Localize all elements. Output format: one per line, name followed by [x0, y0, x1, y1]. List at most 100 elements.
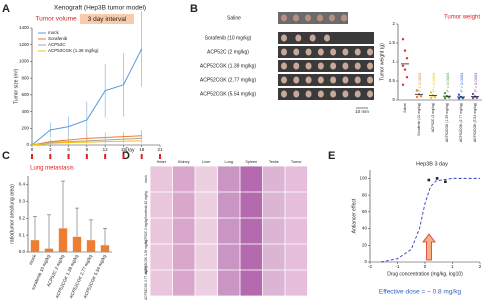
- tumor: [324, 34, 330, 42]
- bar: [100, 245, 110, 252]
- panel-label: E: [328, 150, 335, 162]
- tumor: [281, 48, 287, 56]
- x-tick-label: Sorafenib (10 mg/kg): [417, 103, 421, 136]
- tumor: [367, 90, 373, 98]
- tissue-image: [217, 166, 240, 192]
- tissue-image: [240, 166, 263, 192]
- data-point: [433, 95, 437, 99]
- chart-title: Tumor weight: [444, 15, 480, 21]
- row-label: ACP52CGK 1.39 mg/kg: [144, 240, 148, 274]
- tumor: [305, 62, 312, 70]
- x-tick-label: 6: [67, 147, 70, 152]
- tissue-image: [172, 192, 195, 218]
- tumor: [341, 14, 347, 22]
- dose-marker: [31, 154, 33, 159]
- tissue-image: [217, 192, 240, 218]
- y-tick-label: 0: [364, 259, 367, 264]
- x-tick-label: -1: [395, 264, 399, 269]
- y-tick-label: 1400: [19, 25, 30, 30]
- legend-label: Sorafenib: [48, 36, 68, 41]
- y-tick-label: 800: [21, 75, 29, 80]
- chart-title: Hep3B 3 day: [416, 161, 448, 167]
- tissue-image: [195, 192, 218, 218]
- tumor: [305, 90, 312, 98]
- tumor: [293, 76, 300, 84]
- tumor: [281, 62, 287, 70]
- annotation: Effective dose = ~ 0.8 mg/kg: [379, 289, 462, 296]
- tissue-image: [262, 270, 285, 296]
- tumor: [342, 62, 349, 70]
- column-label: Testis: [269, 160, 279, 164]
- tumor: [295, 34, 302, 42]
- tumor: [293, 90, 300, 98]
- y-tick-label: 1200: [19, 42, 30, 47]
- series-line: [31, 140, 142, 146]
- tumor: [317, 14, 323, 22]
- y-tick-label: 1: [392, 59, 395, 64]
- group-label: ACP52C (2 mg/kg): [207, 49, 249, 55]
- tumor: [342, 48, 349, 56]
- data-point: [415, 95, 419, 99]
- tissue-image: [172, 270, 195, 296]
- photo-strip: [278, 12, 348, 24]
- chart-title: Xenograft (Hep3B tumor model): [54, 5, 146, 12]
- y-tick-label: 1000: [19, 59, 30, 64]
- tissue-image: [150, 270, 173, 296]
- tumor: [309, 34, 316, 42]
- y-tick-label: 0.5: [389, 78, 396, 83]
- x-tick-label: 1: [451, 264, 454, 269]
- column-label: Heart: [157, 160, 167, 164]
- tissue-image: [262, 244, 285, 270]
- x-tick-label: 0: [31, 147, 34, 152]
- legend-label: mock: [48, 30, 60, 35]
- tissue-image: [195, 244, 218, 270]
- data-point: [471, 92, 475, 96]
- x-tick-label: ACP52CGK (5.54 mg/kg): [473, 103, 477, 142]
- tumor: [342, 90, 349, 98]
- x-axis-label: Day: [126, 147, 135, 153]
- tissue-image: [195, 218, 218, 244]
- data-point: [443, 96, 447, 100]
- data-point: [457, 97, 461, 100]
- tissue-image: [150, 218, 173, 244]
- data-point: [401, 38, 405, 41]
- tissue-image: [150, 166, 173, 192]
- tissue-image: [262, 166, 285, 192]
- y-tick-label: 60: [362, 209, 368, 214]
- data-point: [415, 89, 419, 92]
- y-axis-label: Tumor weight (g): [379, 43, 385, 81]
- bar: [44, 248, 54, 252]
- bar: [30, 240, 40, 252]
- annotation: Tumor volume: [35, 16, 77, 23]
- bar: [86, 240, 96, 252]
- data-point: [443, 91, 447, 95]
- tumor: [317, 48, 324, 56]
- tumor: [317, 90, 324, 98]
- tissue-image: [262, 218, 285, 244]
- data-point: [471, 96, 475, 100]
- tumor: [281, 14, 287, 22]
- data-point: [405, 76, 409, 79]
- tissue-image: [285, 166, 308, 192]
- x-tick-label: Saline: [403, 103, 407, 113]
- tissue-image: [240, 244, 263, 270]
- y-tick-label: 2: [392, 21, 395, 26]
- tumor: [354, 90, 361, 98]
- dose-marker: [104, 154, 107, 159]
- x-tick-label: 2: [479, 264, 482, 269]
- x-tick-label: 21: [157, 147, 163, 152]
- p-value: P = 0.0003: [473, 72, 478, 92]
- tissue-image: [217, 218, 240, 244]
- data-point: [403, 68, 407, 71]
- data-point: [447, 96, 451, 99]
- x-tick-label: 12: [103, 147, 109, 152]
- row-label: ACP52C 2 mg/kg: [144, 218, 148, 243]
- dose-marker: [122, 154, 125, 159]
- annotation-box: [80, 14, 134, 24]
- photo-strip: [278, 60, 374, 72]
- x-tick-label: ACP52C (2 mg/kg): [431, 103, 435, 132]
- tumor: [317, 76, 324, 84]
- x-tick-label: 9: [86, 147, 89, 152]
- scale-bar-label: 10 mm: [355, 109, 369, 114]
